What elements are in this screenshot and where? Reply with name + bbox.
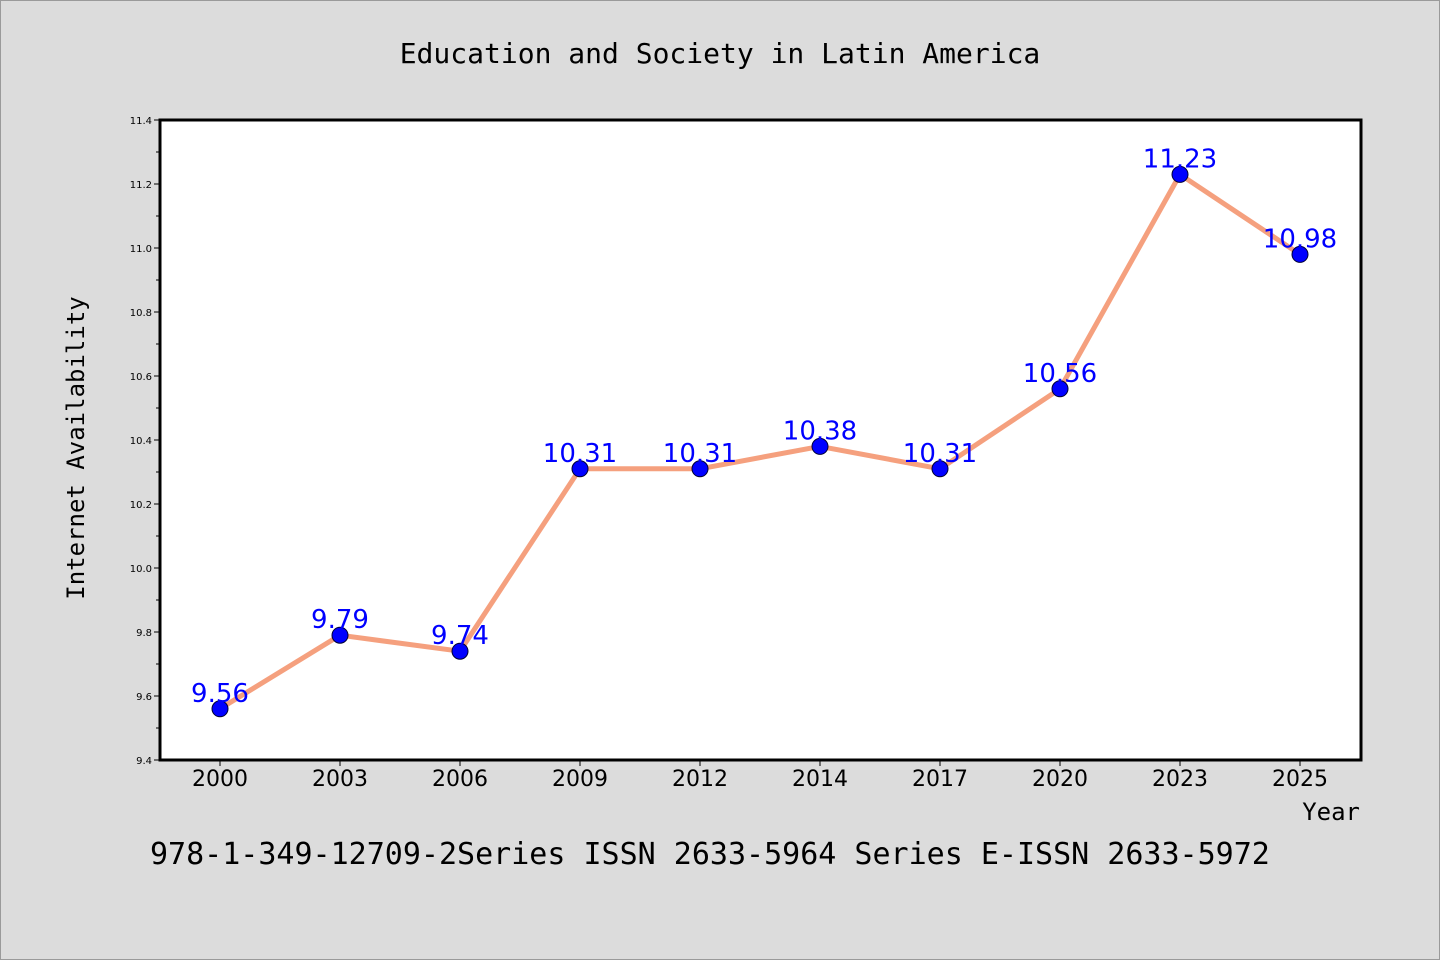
- x-tick-label: 2017: [912, 767, 968, 792]
- series-line: [218, 171, 1302, 711]
- data-point: [931, 460, 949, 478]
- y-tick-label: 11.0: [130, 244, 152, 255]
- y-tick-label: 11.2: [130, 180, 152, 191]
- data-point: [451, 642, 469, 660]
- x-tick-label: 2025: [1272, 767, 1328, 792]
- x-tick-label: 2020: [1032, 767, 1088, 792]
- x-axis: 2000 2003 2006 2009 2012 2014 2017 2020 2023 2025: [192, 760, 1328, 792]
- data-point: [1051, 380, 1069, 398]
- x-tick-label: 2003: [312, 767, 368, 792]
- data-point: [1291, 245, 1309, 263]
- data-point: [331, 626, 349, 644]
- x-tick-label: 2012: [672, 767, 728, 792]
- y-tick-label: 10.6: [130, 372, 152, 383]
- y-axis: 9.4 9.6 9.8 10.0 10.2 10.4 10.6 10.8 11.0 11.2 11.…: [130, 116, 160, 767]
- plot-area: [158, 118, 1363, 762]
- data-labels-group: 9.56 9.79 9.74 10.31 10.31 10.38 10.31 10.56 11.…: [191, 144, 1337, 708]
- y-tick-label: 10.4: [130, 436, 152, 447]
- x-tick-label: 2006: [432, 767, 488, 792]
- y-tick-label: 10.2: [130, 500, 152, 511]
- data-points-group: [211, 165, 1309, 718]
- data-label: 10.31: [903, 439, 977, 469]
- y-tick-label: 9.4: [136, 756, 152, 767]
- data-label: 10.31: [663, 439, 737, 469]
- data-label: 9.74: [431, 621, 489, 651]
- chart-title: Education and Society in Latin America: [400, 37, 1041, 70]
- data-label: 10.38: [783, 416, 857, 446]
- footer-isbn-text: 978-1-349-12709-2Series ISSN 2633-5964 S…: [150, 837, 1270, 872]
- data-point: [811, 437, 829, 455]
- y-axis-label: Internet Availability: [62, 296, 90, 599]
- x-tick-label: 2009: [552, 767, 608, 792]
- x-tick-label: 2000: [192, 767, 248, 792]
- data-label: 11.23: [1143, 144, 1217, 174]
- data-point: [691, 460, 709, 478]
- y-tick-label: 11.4: [130, 116, 152, 127]
- data-label: 9.79: [311, 605, 369, 635]
- data-point: [1171, 165, 1189, 183]
- data-label: 10.56: [1023, 359, 1097, 389]
- y-tick-label: 9.6: [136, 692, 152, 703]
- data-label: 10.98: [1263, 224, 1337, 254]
- data-point: [571, 460, 589, 478]
- series-line-group: [218, 171, 1302, 711]
- data-label: 9.56: [191, 679, 249, 709]
- y-tick-label: 9.8: [136, 628, 152, 639]
- data-label: 10.31: [543, 439, 617, 469]
- x-axis-label: Year: [1302, 798, 1360, 826]
- y-tick-label: 10.0: [130, 564, 152, 575]
- x-tick-label: 2014: [792, 767, 848, 792]
- y-tick-label: 10.8: [130, 308, 152, 319]
- x-tick-label: 2023: [1152, 767, 1208, 792]
- data-point: [211, 700, 229, 718]
